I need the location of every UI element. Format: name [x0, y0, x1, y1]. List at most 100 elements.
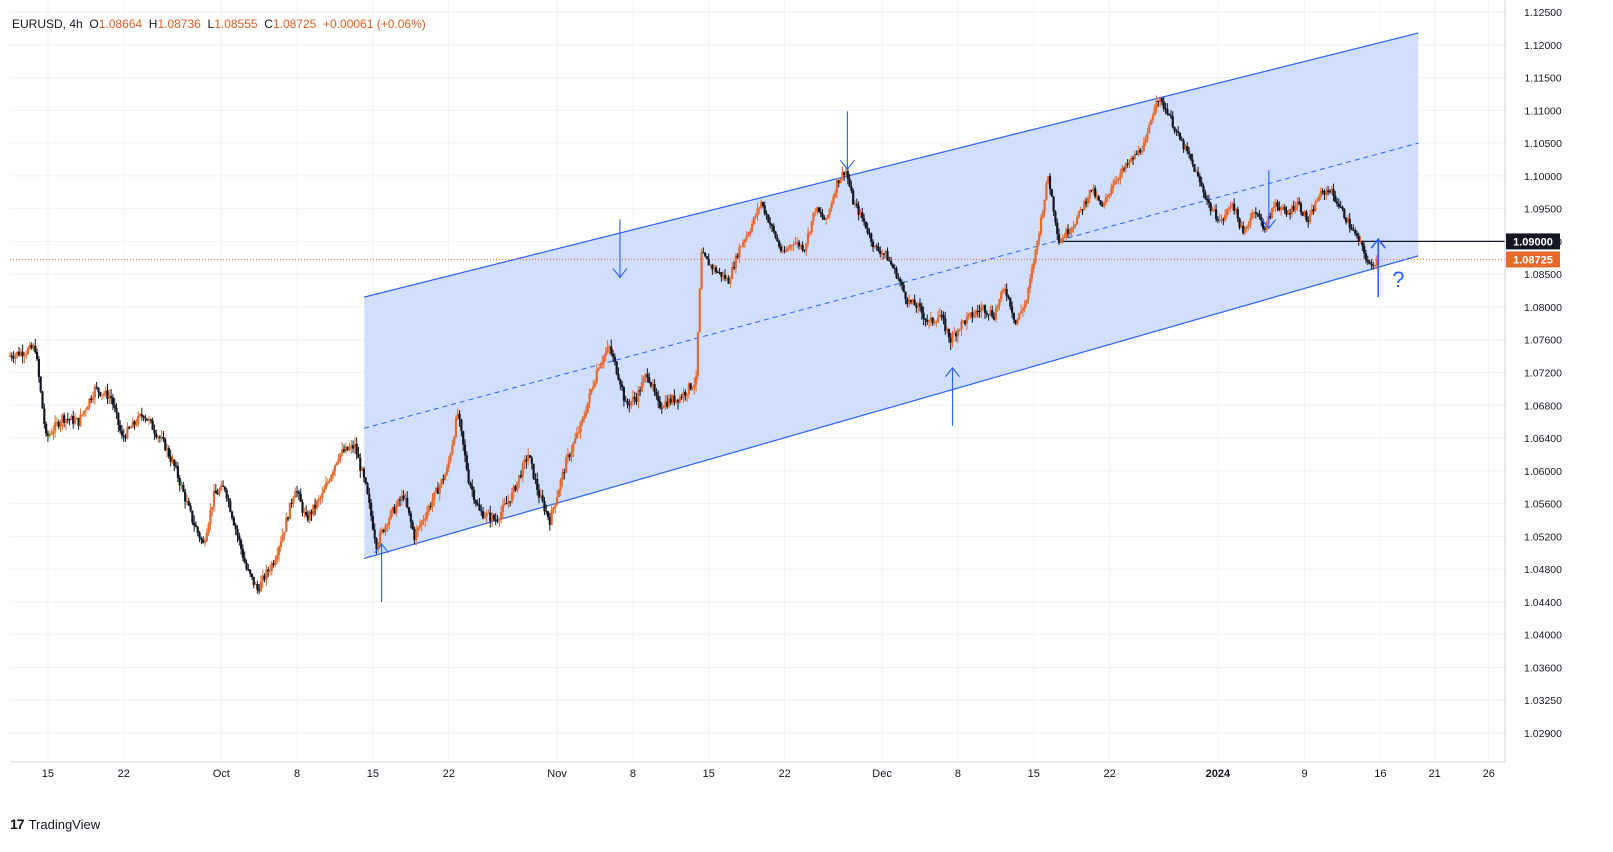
candle-body	[1045, 183, 1048, 200]
candle-body	[848, 178, 851, 187]
candle-body	[232, 518, 235, 526]
candle-body	[823, 217, 826, 220]
candle-body	[1234, 209, 1238, 211]
candle-body	[501, 504, 505, 513]
candle-body	[825, 217, 828, 220]
candle-body	[25, 353, 28, 355]
candle-body	[1166, 108, 1169, 114]
candle-body	[1043, 199, 1046, 213]
candle-body	[415, 530, 418, 540]
candle-body	[812, 212, 815, 222]
candle-body	[685, 393, 689, 396]
candle-body	[516, 481, 519, 491]
arrow-down-icon	[839, 111, 855, 171]
candle-body	[729, 278, 732, 284]
candle-body	[1130, 157, 1133, 162]
arrow-down-icon	[612, 219, 628, 279]
candle-body	[407, 507, 411, 514]
candle-body	[1175, 130, 1178, 132]
time-tick-label: 2024	[1206, 768, 1231, 780]
parallel-channel[interactable]	[364, 32, 1419, 560]
candle-body	[308, 511, 311, 521]
candle-body	[938, 314, 941, 318]
candle-body	[460, 419, 463, 432]
candle-body	[1126, 163, 1129, 165]
candle-body	[203, 541, 207, 543]
candle-body	[832, 197, 835, 204]
candle-body	[563, 472, 566, 474]
candle-body	[1370, 263, 1373, 265]
candle-body	[982, 305, 985, 308]
horizontal-level[interactable]	[10, 240, 1505, 260]
arrow-head	[839, 159, 855, 171]
candle-body	[1090, 189, 1093, 191]
candle-body	[330, 475, 333, 481]
price-tick-label: 1.08500	[1524, 269, 1562, 281]
candle-body	[978, 311, 981, 313]
candle-body	[624, 400, 627, 402]
time-axis[interactable]: 15 22 Oct 8 15 22 Nov 8 15 22 Dec 8 15 22 2024 9 16 21 26	[10, 761, 1505, 780]
candle-body	[992, 316, 996, 320]
candle-body	[375, 538, 378, 550]
candle-body	[763, 205, 766, 214]
candle-body	[1117, 178, 1120, 181]
candle-body	[1104, 197, 1108, 203]
candle-body	[900, 282, 904, 286]
candle-body	[1140, 151, 1144, 153]
candle-body	[1122, 168, 1126, 170]
candle-body	[1113, 181, 1117, 185]
candle-body	[745, 235, 748, 240]
candle-body	[792, 244, 795, 246]
candle-body	[220, 485, 223, 491]
symbol-name[interactable]: EURUSD	[12, 17, 63, 31]
candle-body	[1009, 297, 1012, 307]
candle-body	[1115, 180, 1118, 182]
price-axis[interactable]: 1.12500 1.12000 1.11500 1.11000 1.10500 1.100…	[1504, 0, 1562, 762]
candle-body	[241, 548, 245, 558]
candle-body	[292, 497, 295, 504]
candle-body	[702, 252, 705, 254]
candle-body	[1003, 288, 1006, 290]
candle-body	[250, 573, 254, 577]
candle-body	[1252, 212, 1256, 214]
candle-body	[1124, 163, 1127, 169]
candle-body	[212, 490, 216, 507]
candle-body	[209, 510, 212, 525]
candle-body	[1325, 190, 1328, 195]
candle-body	[987, 314, 990, 316]
candle-body	[1229, 207, 1232, 209]
candle-body	[835, 180, 839, 193]
candle-body	[1150, 120, 1153, 125]
candlestick-series	[8, 95, 1378, 595]
candle-body	[135, 424, 138, 426]
candle-body	[826, 214, 830, 218]
candle-body	[1361, 241, 1364, 246]
candle-body	[303, 511, 306, 513]
candle-body	[362, 468, 365, 478]
candle-body	[39, 376, 42, 392]
candle-body	[595, 370, 598, 382]
candle-body	[550, 509, 553, 525]
candle-body	[1364, 253, 1368, 260]
candle-body	[622, 387, 625, 401]
candle-body	[1355, 233, 1359, 236]
candle-body	[1254, 212, 1257, 214]
candle-body	[967, 313, 970, 317]
candle-body	[445, 468, 449, 475]
annotation-arrows[interactable]: ?	[374, 111, 1405, 602]
candle-body	[740, 246, 743, 248]
tradingview-brand[interactable]: 17 TradingView	[10, 816, 100, 832]
candle-body	[1216, 219, 1220, 221]
price-tick-label: 1.08000	[1524, 302, 1562, 314]
interval[interactable]: 4h	[69, 17, 83, 31]
candle-body	[227, 498, 230, 501]
candle-body	[871, 241, 875, 248]
candle-body	[315, 501, 319, 509]
candle-body	[1205, 198, 1209, 201]
candle-body	[465, 455, 468, 470]
candle-body	[608, 346, 611, 348]
candle-body	[176, 466, 180, 478]
candle-body	[839, 178, 842, 184]
